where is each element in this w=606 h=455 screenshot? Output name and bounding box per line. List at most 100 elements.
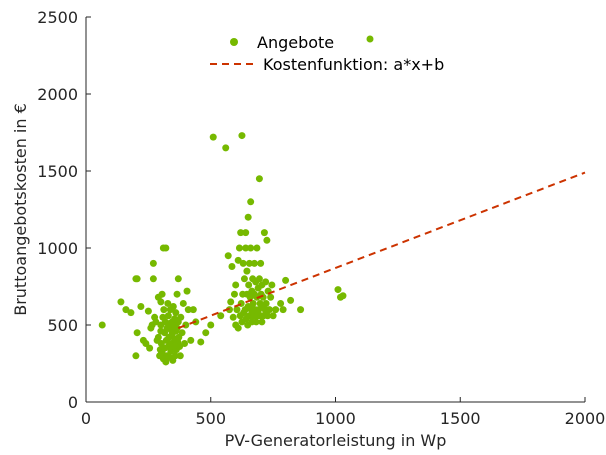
scatter-point <box>184 306 192 314</box>
cost-function-line <box>177 171 586 330</box>
scatter-point <box>178 329 186 337</box>
scatter-point <box>169 303 177 311</box>
scatter-point <box>144 307 152 315</box>
scatter-point <box>173 324 181 332</box>
scatter-point <box>117 298 125 306</box>
axes-group: 0 500 1000 1500 2000 0 500 1000 1500 2000 2500 PV… <box>11 8 605 450</box>
scatter-point <box>176 352 184 360</box>
scatter-point <box>233 306 241 314</box>
scatter-point <box>137 303 145 311</box>
scatter-point <box>245 281 253 289</box>
scatter-point <box>217 312 225 320</box>
scatter-point <box>253 244 261 252</box>
scatter-point <box>173 290 181 298</box>
scatter-point <box>98 321 106 329</box>
legend: Angebote Kostenfunktion: a*x+b <box>210 33 444 74</box>
scatter-point <box>252 318 260 326</box>
x-tick-label: 0 <box>81 409 91 428</box>
scatter-point <box>267 293 275 301</box>
legend-label-line: Kostenfunktion: a*x+b <box>263 55 444 74</box>
x-tick-label: 2000 <box>565 409 606 428</box>
y-ticks: 0 500 1000 1500 2000 2500 <box>37 8 91 412</box>
scatter-point <box>255 175 263 183</box>
scatter-point <box>238 132 246 140</box>
scatter-point <box>227 298 235 306</box>
y-tick-label: 1500 <box>37 162 78 181</box>
scatter-point <box>157 298 165 306</box>
legend-label-points: Angebote <box>257 33 334 52</box>
scatter-point <box>152 318 160 326</box>
scatter-point <box>127 309 135 317</box>
scatter-point <box>197 338 205 346</box>
scatter-point <box>249 299 257 307</box>
scatter-point <box>133 275 141 283</box>
scatter-point <box>234 256 242 264</box>
scatter-point <box>177 313 185 321</box>
x-axis-label: PV-Generatorleistung in Wp <box>225 431 447 450</box>
scatter-point <box>172 309 180 317</box>
scatter-point <box>202 329 210 337</box>
scatter-point <box>262 278 270 286</box>
scatter-point <box>225 306 233 314</box>
scatter-point <box>182 321 190 329</box>
scatter-point <box>260 229 268 237</box>
y-tick-label: 2500 <box>37 8 78 27</box>
scatter-point <box>239 259 247 267</box>
scatter-point <box>263 236 271 244</box>
scatter-point <box>242 244 250 252</box>
scatter-point <box>189 306 197 314</box>
scatter-point <box>174 275 182 283</box>
scatter-point <box>234 324 242 332</box>
scatter-point <box>269 312 277 320</box>
scatter-point <box>247 198 255 206</box>
scatter-point <box>257 259 265 267</box>
y-tick-label: 500 <box>47 316 78 335</box>
scatter-point <box>240 275 248 283</box>
scatter-point <box>164 312 172 320</box>
y-axis-label: Bruttoangebotskosten in € <box>11 103 30 316</box>
legend-marker-points-extra <box>366 35 374 43</box>
scatter-point <box>255 275 263 283</box>
scatter-point <box>222 144 230 152</box>
scatter-point <box>122 306 130 314</box>
plot-marks <box>98 132 586 366</box>
y-tick-label: 2000 <box>37 85 78 104</box>
scatter-point <box>339 292 347 300</box>
scatter-point <box>244 213 252 221</box>
scatter-point <box>179 299 187 307</box>
scatter-point <box>247 244 255 252</box>
scatter-point <box>230 290 238 298</box>
scatter-point <box>181 339 189 347</box>
y-tick-label: 0 <box>68 393 78 412</box>
scatter-point <box>232 281 240 289</box>
scatter-point <box>262 299 270 307</box>
scatter-point <box>272 306 280 314</box>
scatter-point <box>187 336 195 344</box>
y-tick-label: 1000 <box>37 239 78 258</box>
scatter-point <box>149 259 157 267</box>
scatter-point <box>183 287 191 295</box>
scatter-point <box>154 333 162 341</box>
scatter-point <box>282 276 290 284</box>
scatter-point <box>160 306 168 314</box>
scatter-point <box>229 313 237 321</box>
scatter-point <box>242 229 250 237</box>
scatter-point <box>258 318 266 326</box>
scatter-point <box>245 259 253 267</box>
scatter-point <box>264 312 272 320</box>
scatter-point <box>268 281 276 289</box>
scatter-point <box>297 306 305 314</box>
scatter-point <box>279 306 287 314</box>
scatter-point <box>149 275 157 283</box>
scatter-point <box>132 352 140 360</box>
scatter-point <box>224 252 232 260</box>
scatter-point <box>243 267 251 275</box>
scatter-point <box>162 244 170 252</box>
scatter-point <box>277 299 285 307</box>
scatter-point <box>158 290 166 298</box>
scatter-point <box>334 286 342 294</box>
scatter-point <box>235 244 243 252</box>
scatter-point <box>228 262 236 270</box>
x-tick-label: 1500 <box>440 409 481 428</box>
